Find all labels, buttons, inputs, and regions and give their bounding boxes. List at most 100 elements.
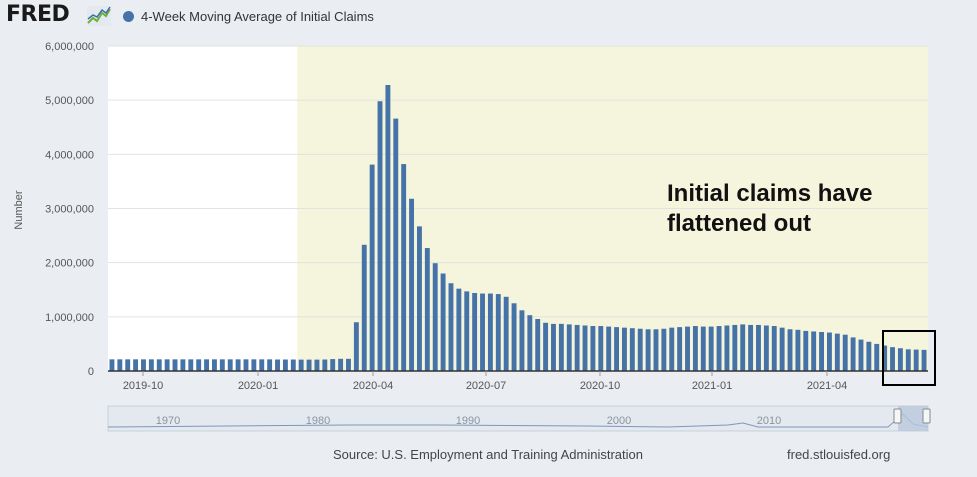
bar <box>740 324 746 371</box>
bar <box>890 347 895 371</box>
navigator-handle-left[interactable] <box>893 408 902 424</box>
bar <box>621 327 627 371</box>
x-tick-label: 2020-07 <box>466 380 506 392</box>
y-tick-label: 0 <box>88 366 94 378</box>
annotation-line-1: Initial claims have <box>667 180 872 207</box>
x-tick-label: 2020-10 <box>580 380 620 392</box>
bar <box>558 323 564 371</box>
bar <box>795 329 801 371</box>
bar <box>259 359 265 371</box>
chart: 0 1,000,000 2,000,000 3,000,000 4,000,000 5,0… <box>13 41 936 432</box>
navigator-handle-right[interactable] <box>922 408 931 424</box>
bar <box>661 328 667 371</box>
bar <box>164 359 170 371</box>
bar <box>275 359 280 371</box>
bar <box>913 349 919 371</box>
navigator-label: 1990 <box>456 415 480 427</box>
bar <box>227 359 233 371</box>
bar <box>882 345 888 371</box>
bar <box>811 331 817 371</box>
bar <box>440 273 446 371</box>
bar <box>535 319 541 371</box>
x-tick-label: 2019-10 <box>123 380 163 392</box>
source-note: Source: U.S. Employment and Training Adm… <box>333 447 643 462</box>
bar <box>692 326 698 371</box>
bar <box>874 343 880 371</box>
bar <box>527 315 533 371</box>
bar <box>582 325 588 371</box>
navigator-label: 1970 <box>156 415 180 427</box>
header: FRED 4-Week Moving Average of Initial Cl… <box>0 0 977 34</box>
bar <box>480 293 485 371</box>
bar <box>645 329 651 371</box>
bar <box>156 359 162 371</box>
bar <box>322 359 328 371</box>
bar <box>708 326 714 371</box>
bar <box>905 349 911 371</box>
bar <box>606 326 612 371</box>
y-tick-label: 1,000,000 <box>45 312 94 324</box>
bar <box>677 327 683 371</box>
annotation-text: Initial claims have flattened out <box>667 180 872 237</box>
bar <box>732 324 738 371</box>
bar <box>432 263 438 371</box>
y-tick-label: 2,000,000 <box>45 258 94 270</box>
y-tick-label: 4,000,000 <box>45 149 94 161</box>
bar <box>511 303 517 371</box>
bar <box>117 359 123 371</box>
bar <box>211 359 217 371</box>
bar <box>779 327 785 371</box>
bar <box>629 328 635 371</box>
site-link[interactable]: fred.stlouisfed.org <box>787 447 891 462</box>
bar <box>716 326 722 371</box>
y-tick-label: 3,000,000 <box>45 204 94 216</box>
bar <box>866 341 872 371</box>
bar <box>377 101 383 371</box>
line-chart-icon <box>87 6 111 26</box>
bar <box>338 358 344 371</box>
bar <box>282 359 288 371</box>
bar <box>346 358 351 371</box>
bar <box>724 325 730 371</box>
bar <box>251 359 257 371</box>
legend-marker <box>123 11 134 22</box>
x-tick-label: 2020-04 <box>353 380 393 392</box>
bar <box>219 359 225 371</box>
fred-logo[interactable]: FRED <box>6 2 70 27</box>
bar <box>614 327 620 371</box>
legend-label[interactable]: 4-Week Moving Average of Initial Claims <box>141 9 374 24</box>
bar <box>598 326 604 371</box>
bar <box>369 164 375 371</box>
bar <box>503 296 509 371</box>
bar <box>590 326 596 371</box>
bar <box>472 293 478 371</box>
bar <box>188 359 194 371</box>
bar <box>361 244 367 371</box>
bar <box>416 226 422 371</box>
bar <box>448 283 454 371</box>
bar <box>409 198 415 371</box>
bar <box>180 359 186 371</box>
bar <box>306 359 312 371</box>
bar <box>748 324 754 371</box>
bar <box>353 322 359 371</box>
bar <box>543 322 549 371</box>
x-tick-label: 2021-04 <box>807 380 847 392</box>
bar <box>495 294 501 371</box>
bar <box>653 329 659 371</box>
bar <box>921 349 927 371</box>
navigator-label: 2010 <box>757 415 781 427</box>
bar <box>456 288 462 371</box>
bar <box>826 332 832 371</box>
bar <box>763 325 769 371</box>
bar <box>803 330 809 371</box>
bar <box>834 333 840 371</box>
bar <box>401 164 407 371</box>
annotation-line-2: flattened out <box>667 210 811 237</box>
bar <box>551 323 556 371</box>
bar <box>424 248 430 371</box>
bar <box>141 359 146 371</box>
bar <box>172 359 178 371</box>
bar <box>290 359 296 371</box>
bar <box>298 359 304 371</box>
